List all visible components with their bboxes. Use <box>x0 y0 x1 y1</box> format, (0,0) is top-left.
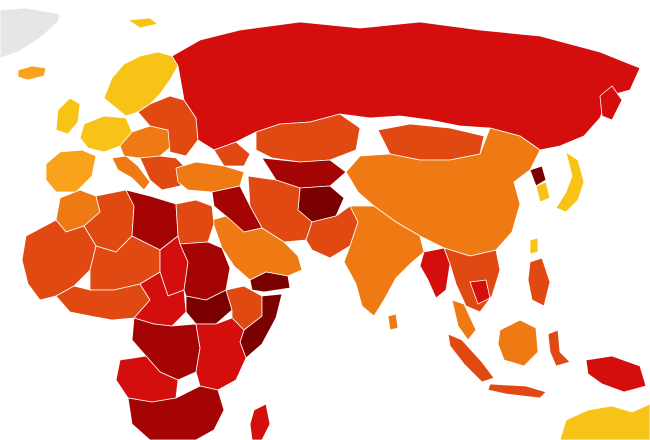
region-iberia[interactable] <box>45 149 97 193</box>
region-sulawesi[interactable] <box>547 329 571 367</box>
region-madagascar[interactable] <box>249 403 271 440</box>
region-south-sudan[interactable] <box>185 289 233 325</box>
region-kamchatka[interactable] <box>599 85 623 121</box>
region-egypt[interactable] <box>175 199 215 245</box>
region-japan[interactable] <box>555 151 585 213</box>
region-malaysia[interactable] <box>451 299 477 341</box>
region-kazakhstan[interactable] <box>255 113 361 163</box>
region-central-africa[interactable] <box>133 271 187 327</box>
region-italy[interactable] <box>111 155 151 191</box>
region-greenland[interactable] <box>0 7 61 59</box>
region-taiwan[interactable] <box>529 237 539 255</box>
region-india[interactable] <box>343 205 425 317</box>
region-cambodia[interactable] <box>469 279 491 305</box>
region-sri-lanka[interactable] <box>387 313 399 331</box>
region-southern-africa[interactable] <box>127 385 225 440</box>
region-west-africa-coast[interactable] <box>21 219 97 301</box>
region-caucasus[interactable] <box>213 141 251 167</box>
region-east-africa[interactable] <box>195 317 247 391</box>
region-svalbard[interactable] <box>127 17 159 29</box>
region-borneo[interactable] <box>497 319 539 367</box>
region-british-isles[interactable] <box>55 97 81 135</box>
region-arabian-peninsula[interactable] <box>211 215 303 281</box>
region-new-guinea[interactable] <box>585 355 647 393</box>
region-north-korea[interactable] <box>529 165 547 187</box>
region-scandinavia[interactable] <box>103 51 179 117</box>
region-south-korea[interactable] <box>535 181 551 203</box>
region-iceland[interactable] <box>17 65 47 81</box>
region-sudan[interactable] <box>179 241 231 301</box>
region-java[interactable] <box>487 383 547 399</box>
region-sumatra[interactable] <box>447 333 495 383</box>
region-australia[interactable] <box>559 403 650 440</box>
region-eastern-europe[interactable] <box>137 95 199 157</box>
region-philippines[interactable] <box>527 257 551 307</box>
